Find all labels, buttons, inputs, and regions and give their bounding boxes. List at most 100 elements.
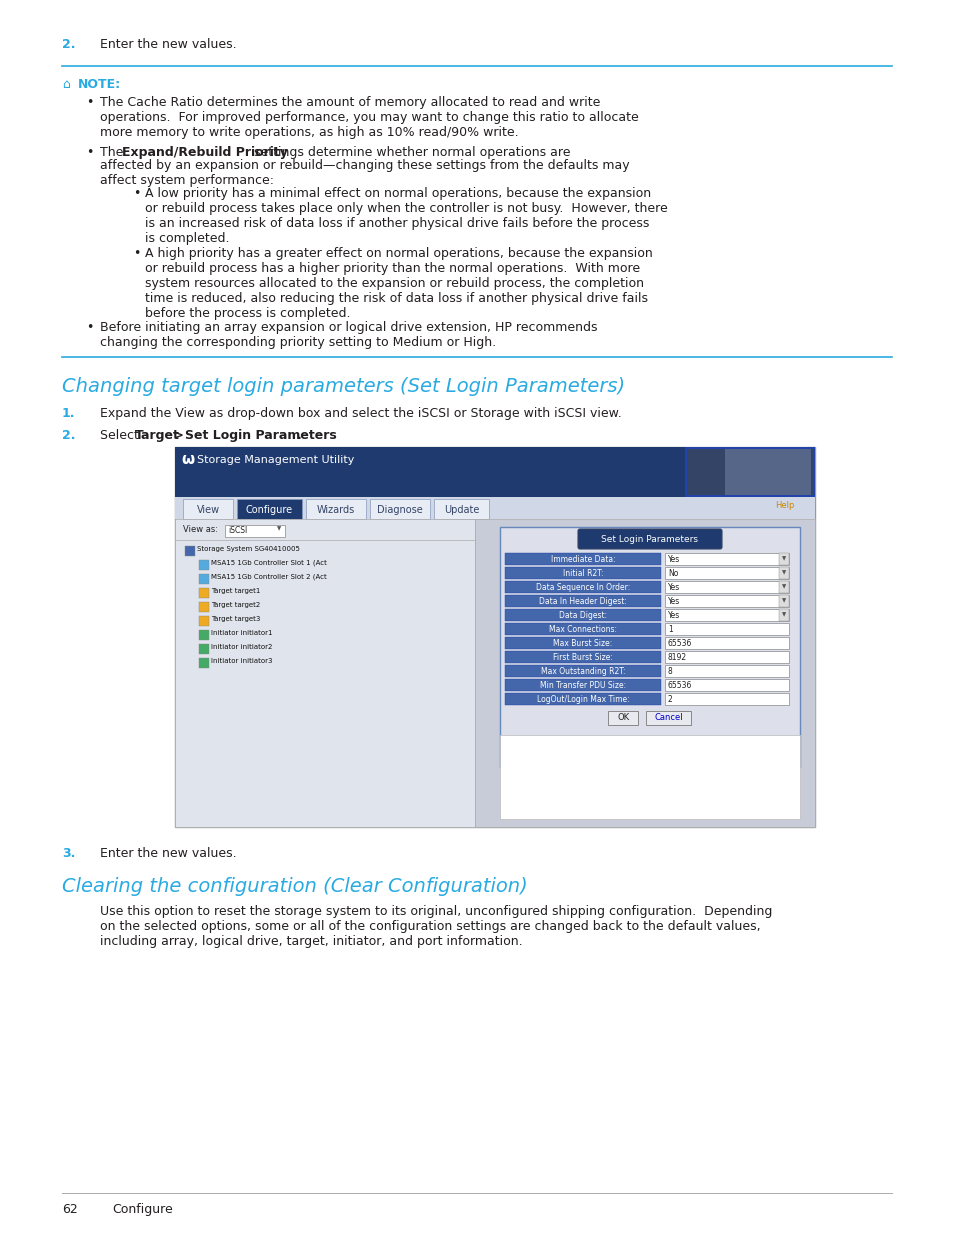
Bar (724, 450, 810, 495)
Text: Max Outstanding R2T:: Max Outstanding R2T: (540, 667, 624, 676)
Text: View as:: View as: (183, 525, 218, 534)
Text: 65536: 65536 (667, 680, 692, 689)
Text: 2.: 2. (62, 38, 75, 51)
Text: NOTE:: NOTE: (78, 78, 121, 91)
Text: First Burst Size:: First Burst Size: (553, 652, 612, 662)
Text: affected by an expansion or rebuild—changing these settings from the defaults ma: affected by an expansion or rebuild—chan… (100, 159, 629, 186)
Bar (199, 588, 209, 598)
Text: Configure: Configure (112, 1203, 172, 1216)
Text: View: View (196, 505, 219, 515)
Text: .: . (296, 429, 301, 442)
Bar (475, 519, 814, 827)
Text: Changing target login parameters (Set Login Parameters): Changing target login parameters (Set Lo… (62, 377, 624, 396)
Text: Initiator initiator2: Initiator initiator2 (211, 643, 273, 650)
Bar (199, 630, 209, 640)
Text: MSA15 1Gb Controller Slot 1 (Act: MSA15 1Gb Controller Slot 1 (Act (211, 559, 327, 567)
Text: Use this option to reset the storage system to its original, unconfigured shippi: Use this option to reset the storage sys… (100, 905, 772, 948)
Text: iSCSI: iSCSI (228, 526, 247, 535)
Bar (199, 643, 209, 655)
Text: Target target1: Target target1 (211, 588, 260, 594)
Text: Yes: Yes (667, 583, 679, 592)
Bar (504, 693, 660, 705)
Text: Storage Management Utility: Storage Management Utility (196, 454, 354, 466)
Text: 2.: 2. (62, 429, 75, 442)
Bar (174, 447, 814, 496)
Text: ▼: ▼ (781, 599, 785, 604)
Text: Data Sequence In Order:: Data Sequence In Order: (536, 583, 630, 592)
Text: Wizards: Wizards (316, 505, 355, 515)
Text: Set Login Parameters: Set Login Parameters (185, 429, 336, 442)
Text: Storage System SG40410005: Storage System SG40410005 (196, 546, 299, 552)
Text: The: The (100, 146, 128, 159)
Text: ▼: ▼ (781, 613, 785, 618)
Text: Initiator initiator1: Initiator initiator1 (211, 630, 273, 636)
Bar (199, 559, 209, 571)
Bar (199, 574, 209, 584)
Bar (499, 735, 800, 819)
Bar (504, 679, 660, 692)
Text: Initiator initiator3: Initiator initiator3 (211, 658, 273, 664)
Bar (686, 450, 812, 495)
Text: ▼: ▼ (781, 584, 785, 589)
Text: Target target3: Target target3 (211, 616, 260, 622)
Bar (779, 609, 788, 621)
Text: Configure: Configure (246, 505, 293, 515)
Text: Max Connections:: Max Connections: (548, 625, 617, 634)
Text: 8192: 8192 (667, 652, 686, 662)
Text: Cancel: Cancel (654, 714, 682, 722)
Bar (779, 595, 788, 606)
Bar (779, 580, 788, 593)
Text: Min Transfer PDU Size:: Min Transfer PDU Size: (539, 680, 625, 689)
Bar (664, 693, 788, 705)
Bar (664, 609, 788, 621)
Text: Data Digest:: Data Digest: (558, 610, 606, 620)
Text: Expand/Rebuild Priority: Expand/Rebuild Priority (122, 146, 288, 159)
Bar (434, 499, 489, 519)
Bar (174, 447, 814, 827)
Bar (504, 664, 660, 677)
Text: Initial R2T:: Initial R2T: (562, 568, 602, 578)
Text: ⌂: ⌂ (62, 78, 70, 91)
Text: •: • (86, 321, 93, 333)
Bar (646, 711, 691, 725)
Text: 62: 62 (62, 1203, 77, 1216)
Text: Set Login Parameters: Set Login Parameters (601, 536, 698, 545)
Text: 1: 1 (667, 625, 672, 634)
Bar (236, 499, 302, 519)
Bar (174, 519, 475, 827)
Bar (504, 609, 660, 621)
Bar (664, 679, 788, 692)
Text: Yes: Yes (667, 610, 679, 620)
Bar (664, 553, 788, 564)
Text: Enter the new values.: Enter the new values. (100, 38, 236, 51)
Text: 8: 8 (667, 667, 672, 676)
Bar (664, 651, 788, 663)
Text: Data In Header Digest:: Data In Header Digest: (538, 597, 626, 605)
Text: Immediate Data:: Immediate Data: (550, 555, 615, 563)
Text: ω: ω (181, 452, 193, 467)
Bar (664, 637, 788, 650)
Text: A high priority has a greater effect on normal operations, because the expansion: A high priority has a greater effect on … (145, 247, 652, 320)
Text: •: • (132, 247, 140, 261)
Bar (225, 525, 285, 537)
Text: Max Burst Size:: Max Burst Size: (553, 638, 612, 647)
Text: ▼: ▼ (781, 557, 785, 562)
Bar (370, 499, 430, 519)
Text: •: • (86, 96, 93, 109)
Text: ▼: ▼ (276, 526, 281, 531)
Text: settings determine whether normal operations are: settings determine whether normal operat… (250, 146, 570, 159)
Bar (664, 595, 788, 606)
Bar (664, 567, 788, 579)
Text: •: • (132, 186, 140, 200)
Bar (608, 711, 638, 725)
Bar (504, 637, 660, 650)
Bar (504, 553, 660, 564)
Bar (199, 658, 209, 668)
Text: Update: Update (443, 505, 478, 515)
Text: Yes: Yes (667, 555, 679, 563)
Text: 2: 2 (667, 694, 672, 704)
Bar (504, 595, 660, 606)
Text: Target: Target (135, 429, 180, 442)
Text: The Cache Ratio determines the amount of memory allocated to read and write
oper: The Cache Ratio determines the amount of… (100, 96, 639, 140)
Bar (499, 527, 800, 767)
